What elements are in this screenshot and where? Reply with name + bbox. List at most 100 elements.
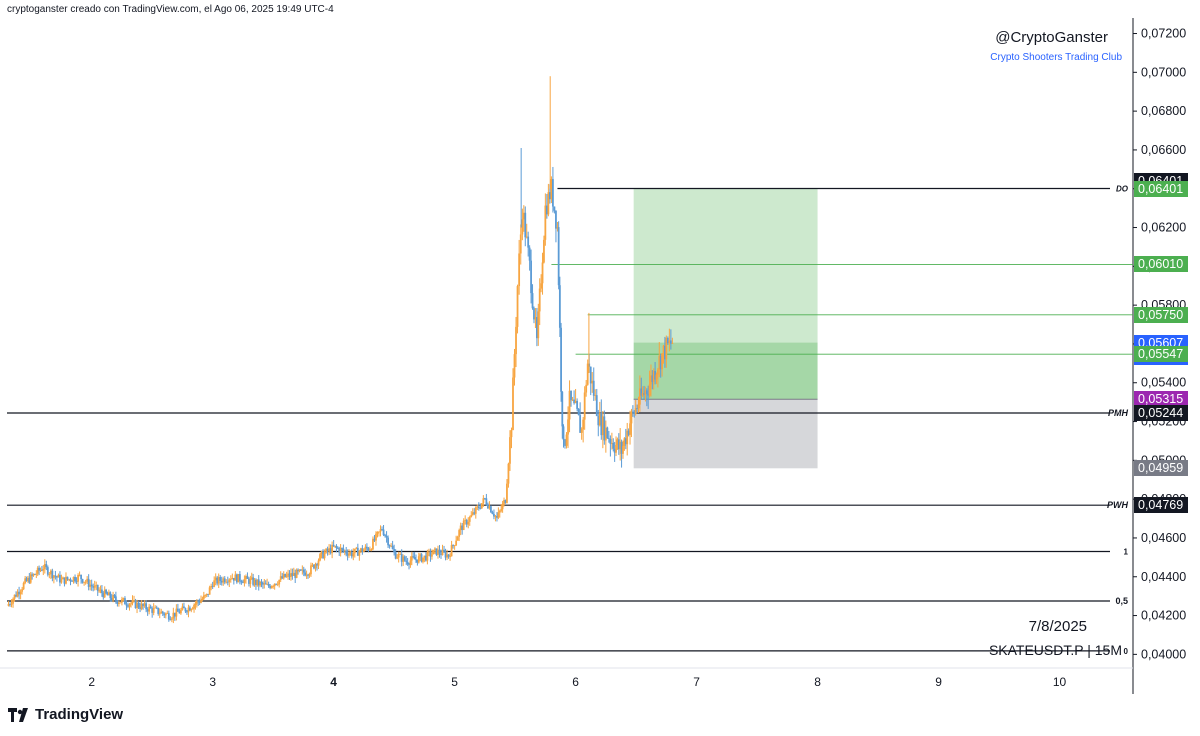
candle-body — [155, 607, 158, 609]
candle-body — [522, 212, 525, 220]
candle-body — [273, 583, 276, 587]
candle-body — [249, 578, 252, 584]
candle-body — [96, 584, 99, 591]
x-tick-label: 2 — [88, 675, 95, 689]
price-tag: 0,06010 — [1134, 256, 1188, 273]
candle-body — [149, 606, 152, 609]
candle-body — [93, 585, 96, 588]
candle-body — [43, 564, 46, 570]
candle-body — [631, 411, 634, 413]
candle-body — [72, 576, 75, 582]
candle-body — [462, 520, 465, 531]
candle-body — [77, 574, 79, 582]
candle-body — [406, 561, 409, 565]
candle-body — [282, 573, 285, 579]
candle-body — [589, 366, 592, 384]
candle-body — [412, 556, 415, 558]
candle-body — [152, 608, 155, 613]
candle-body — [555, 210, 557, 229]
candle-body — [550, 179, 553, 200]
candle-body — [666, 337, 669, 344]
candle-body — [127, 605, 129, 607]
candle-body — [279, 576, 282, 580]
candle-body — [356, 547, 359, 556]
candle-body — [29, 574, 32, 583]
candle-body — [515, 326, 517, 355]
candle-body — [246, 576, 249, 579]
level-label: DO — [1116, 185, 1129, 194]
candle-body — [553, 206, 556, 211]
candle-body — [525, 236, 528, 238]
candle-body — [664, 345, 666, 360]
candle-body — [114, 596, 117, 601]
candle-body — [297, 569, 299, 572]
candle-body — [245, 576, 247, 580]
candle-body — [441, 549, 444, 556]
candle-body — [560, 327, 562, 392]
candle-body — [316, 564, 318, 566]
candle-body — [322, 551, 324, 559]
chart-attribution: cryptoganster creado con TradingView.com… — [7, 4, 334, 15]
candle-body — [186, 611, 188, 613]
candle-body — [238, 574, 241, 582]
candle-body — [654, 371, 656, 380]
candle-body — [99, 589, 102, 591]
candle-body — [592, 380, 595, 396]
candle-body — [213, 580, 216, 587]
candle-body — [80, 574, 82, 580]
candle-body — [24, 578, 27, 584]
candle-body — [634, 408, 637, 414]
candle-body — [659, 355, 662, 370]
candle-body — [612, 442, 615, 449]
candle-body — [538, 288, 541, 312]
candle-body — [564, 439, 566, 446]
price-tag: 0,06401 — [1134, 180, 1188, 197]
candle-body — [615, 445, 617, 453]
candle-body — [376, 531, 379, 534]
candle-body — [287, 573, 289, 576]
candle-body — [465, 520, 468, 525]
candle-body — [467, 521, 470, 525]
candle-body — [187, 607, 190, 613]
candle-body — [198, 601, 201, 603]
candle-body — [606, 427, 609, 439]
candle-body — [121, 599, 123, 603]
candle-body — [329, 548, 332, 554]
candle-body — [665, 337, 668, 360]
candle-body — [604, 427, 607, 441]
candle-body — [582, 419, 585, 430]
candle-body — [194, 603, 197, 605]
candle-body — [607, 438, 610, 440]
candle-body — [130, 603, 132, 605]
candle-body — [35, 573, 38, 575]
candle-body — [269, 585, 272, 588]
candle-body — [573, 399, 575, 404]
candle-body — [256, 579, 259, 586]
y-tick-label: 0,06800 — [1141, 104, 1186, 118]
candle-body — [27, 577, 29, 581]
candle-body — [447, 554, 450, 557]
candle-body — [59, 574, 61, 583]
candle-body — [248, 578, 250, 584]
tradingview-logo[interactable]: TradingView — [8, 706, 123, 723]
candle-body — [477, 506, 480, 509]
candle-body — [622, 446, 624, 454]
candle-body — [509, 437, 511, 464]
candle-body — [54, 575, 57, 577]
candle-body — [184, 608, 187, 612]
candle-body — [541, 262, 544, 284]
candle-body — [458, 530, 461, 537]
candle-body — [422, 557, 424, 562]
candle-body — [42, 569, 45, 571]
price-tag-value: 0,05315 — [1138, 392, 1184, 407]
candle-body — [394, 552, 397, 559]
candle-body — [510, 430, 513, 438]
candle-body — [428, 551, 430, 553]
x-tick-label: 3 — [209, 675, 216, 689]
price-tag-value: 0,06010 — [1138, 257, 1184, 272]
candle-body — [656, 369, 659, 375]
candle-body — [339, 548, 342, 553]
candle-body — [527, 236, 530, 248]
candle-body — [353, 548, 356, 554]
